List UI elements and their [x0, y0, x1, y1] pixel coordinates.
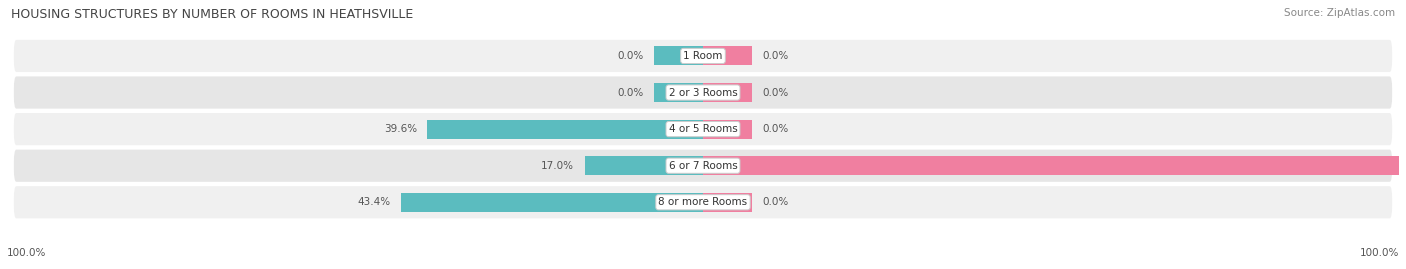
Bar — [703, 120, 752, 139]
Text: 0.0%: 0.0% — [617, 87, 644, 98]
Text: HOUSING STRUCTURES BY NUMBER OF ROOMS IN HEATHSVILLE: HOUSING STRUCTURES BY NUMBER OF ROOMS IN… — [11, 8, 413, 21]
FancyBboxPatch shape — [14, 40, 1392, 72]
Text: 100.0%: 100.0% — [1360, 248, 1399, 258]
Text: Source: ZipAtlas.com: Source: ZipAtlas.com — [1284, 8, 1395, 18]
Bar — [703, 83, 752, 102]
Bar — [401, 193, 703, 212]
Text: 4 or 5 Rooms: 4 or 5 Rooms — [669, 124, 737, 134]
FancyBboxPatch shape — [14, 113, 1392, 145]
Bar — [427, 120, 703, 139]
Text: 6 or 7 Rooms: 6 or 7 Rooms — [669, 161, 737, 171]
Text: 0.0%: 0.0% — [762, 51, 789, 61]
Text: 0.0%: 0.0% — [762, 87, 789, 98]
Bar — [703, 156, 1399, 175]
Bar — [654, 83, 703, 102]
Text: 0.0%: 0.0% — [762, 124, 789, 134]
Bar — [703, 47, 752, 65]
Legend: Owner-occupied, Renter-occupied: Owner-occupied, Renter-occupied — [588, 265, 818, 269]
Bar — [585, 156, 703, 175]
Bar — [654, 47, 703, 65]
Text: 8 or more Rooms: 8 or more Rooms — [658, 197, 748, 207]
Text: 43.4%: 43.4% — [357, 197, 391, 207]
Text: 0.0%: 0.0% — [617, 51, 644, 61]
FancyBboxPatch shape — [14, 76, 1392, 109]
Text: 2 or 3 Rooms: 2 or 3 Rooms — [669, 87, 737, 98]
Bar — [703, 193, 752, 212]
Text: 1 Room: 1 Room — [683, 51, 723, 61]
Text: 0.0%: 0.0% — [762, 197, 789, 207]
Text: 17.0%: 17.0% — [541, 161, 574, 171]
Text: 100.0%: 100.0% — [7, 248, 46, 258]
FancyBboxPatch shape — [14, 186, 1392, 218]
FancyBboxPatch shape — [14, 150, 1392, 182]
Text: 39.6%: 39.6% — [384, 124, 418, 134]
